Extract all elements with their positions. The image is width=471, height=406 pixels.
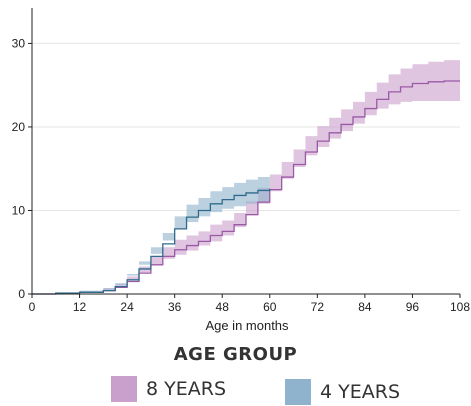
x-tick-label-84: 84 — [358, 300, 372, 314]
x-axis-title: Age in months — [205, 318, 289, 333]
x-tick-label-96: 96 — [406, 300, 420, 314]
legend-item-8-years: 8 YEARS — [111, 376, 226, 402]
x-tick-label-36: 36 — [168, 300, 182, 314]
legend-item-4-years: 4 YEARS — [285, 379, 400, 405]
x-tick-label-24: 24 — [120, 300, 134, 314]
y-tick-label-30: 30 — [12, 36, 26, 50]
y-tick-label-0: 0 — [18, 287, 25, 301]
y-tick-label-20: 20 — [12, 120, 26, 134]
legend-label-8-years: 8 YEARS — [146, 378, 226, 400]
x-tick-label-0: 0 — [29, 300, 36, 314]
band-8-years — [32, 60, 460, 294]
line-4-years — [32, 188, 271, 295]
legend-swatch-4-years — [285, 379, 311, 405]
chart: 0 12 24 36 48 60 72 84 96 108 0 10 20 30 Age in mont… — [12, 8, 470, 333]
y-tick-label-10: 10 — [12, 203, 26, 217]
confidence-bands — [32, 60, 460, 294]
x-tick-label-108: 108 — [450, 300, 470, 314]
legend-label-4-years: 4 YEARS — [320, 381, 400, 403]
line-8-years — [32, 80, 460, 295]
x-tick-label-48: 48 — [216, 300, 230, 314]
axes — [31, 8, 460, 295]
x-tick-label-12: 12 — [73, 300, 87, 314]
x-tick-label-72: 72 — [311, 300, 325, 314]
legend-title: AGE GROUP — [173, 344, 298, 365]
y-axis-ticks: 0 10 20 30 — [12, 36, 32, 301]
x-axis-ticks: 0 12 24 36 48 60 72 84 96 108 — [29, 294, 470, 314]
series-lines — [32, 80, 460, 295]
x-tick-label-60: 60 — [263, 300, 277, 314]
legend-swatch-8-years — [111, 376, 137, 402]
